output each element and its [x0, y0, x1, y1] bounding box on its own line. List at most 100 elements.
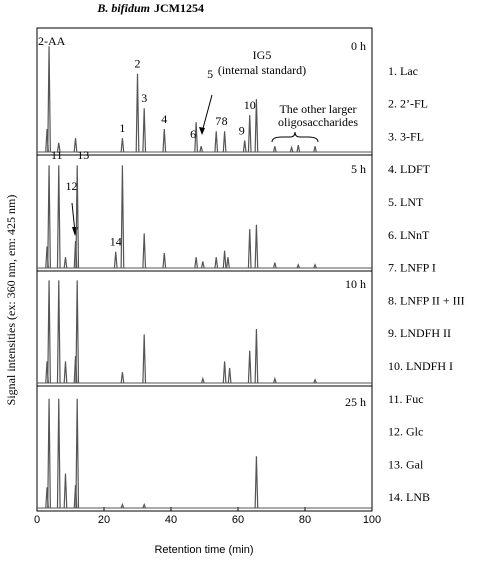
- annotation: (internal standard): [218, 63, 306, 77]
- legend-item: 4. LDFT: [388, 162, 431, 176]
- x-tick-label: 0: [34, 514, 40, 526]
- peak: [272, 376, 277, 384]
- peak: [75, 165, 80, 269]
- peak: [296, 144, 301, 153]
- plot-frame: [36, 27, 373, 512]
- peak-label: 2: [135, 57, 141, 71]
- legend-item: 8. LNFP II + III: [388, 293, 465, 307]
- annotation: The other larger: [279, 102, 356, 116]
- legend-item: 5. LNT: [388, 195, 424, 209]
- peak: [247, 229, 252, 269]
- peak: [47, 280, 51, 384]
- peak: [296, 263, 301, 269]
- legend-item: 7. LNFP I: [388, 261, 436, 275]
- peak: [63, 473, 68, 509]
- annotation: IG5: [253, 48, 272, 62]
- peak: [56, 142, 61, 153]
- peak: [56, 280, 61, 384]
- peak: [254, 456, 259, 509]
- peak: [47, 398, 51, 509]
- peak: [254, 224, 259, 269]
- x-tick-label: 20: [98, 514, 110, 526]
- peak: [247, 350, 252, 384]
- x-tick-label: 40: [165, 514, 177, 526]
- x-axis-label: Retention time (min): [154, 544, 253, 556]
- legend-item: 2. 2’-FL: [388, 97, 428, 111]
- panel-label: 0 h: [351, 39, 366, 53]
- peak-label: 7: [215, 114, 221, 128]
- peak: [227, 367, 232, 384]
- peak: [120, 502, 125, 509]
- peak: [56, 398, 61, 509]
- peak: [194, 122, 199, 153]
- legend-item: 1. Lac: [388, 64, 418, 78]
- title-italic: B. bifidum: [96, 1, 150, 15]
- peak: [214, 257, 219, 269]
- annotation: 2-AA: [38, 34, 66, 48]
- legend-item: 3. 3-FL: [388, 129, 424, 143]
- peak: [113, 251, 118, 269]
- peak: [247, 115, 252, 153]
- y-axis-label: Signal intensities (ex: 360 nm, em: 425 …: [4, 195, 18, 406]
- x-tick-label: 80: [299, 514, 311, 526]
- peak: [56, 165, 61, 269]
- peak: [313, 263, 317, 269]
- peak: [222, 361, 227, 384]
- chart-title: JCM1254: [154, 1, 204, 15]
- peak-label: 10: [244, 98, 256, 112]
- peak: [254, 328, 259, 384]
- panel-label: 25 h: [345, 395, 366, 409]
- peak-label: 11: [51, 148, 63, 162]
- peak: [135, 73, 140, 153]
- panel-label: 10 h: [345, 277, 366, 291]
- panel-label: 5 h: [351, 162, 366, 176]
- peak-label: 13: [77, 148, 89, 162]
- peak: [222, 250, 227, 269]
- peak: [120, 372, 125, 384]
- peak: [214, 131, 219, 153]
- peak-label: 9: [239, 123, 245, 137]
- peak: [75, 398, 80, 509]
- peak: [272, 262, 277, 269]
- peak: [200, 376, 205, 384]
- peak: [313, 146, 317, 153]
- peak: [47, 46, 51, 153]
- arrow: [201, 94, 213, 133]
- peak: [200, 261, 205, 269]
- legend-item: 9. LNDFH II: [388, 326, 451, 340]
- arrowhead: [199, 127, 205, 135]
- legend-item: 13. Gal: [388, 457, 424, 471]
- peak-label: 6: [190, 127, 196, 141]
- annotation: oligosaccharides: [278, 115, 358, 129]
- peak: [142, 334, 147, 384]
- peak-label: 4: [161, 112, 167, 126]
- peak-label: 8: [222, 114, 228, 128]
- peak: [47, 165, 51, 269]
- peak-label: 1: [119, 121, 125, 135]
- peak: [120, 138, 125, 153]
- peak: [73, 138, 78, 153]
- peak-label: 14: [110, 235, 122, 249]
- legend-item: 12. Glc: [388, 425, 423, 439]
- peak: [142, 502, 147, 509]
- peak: [242, 140, 247, 153]
- legend-item: 14. LNB: [388, 490, 430, 504]
- arrowhead: [72, 227, 78, 236]
- x-tick-label: 60: [232, 514, 244, 526]
- peak: [194, 257, 199, 269]
- x-tick-label: 100: [363, 514, 381, 526]
- legend-item: 10. LNDFH I: [388, 359, 453, 373]
- brace: [271, 131, 319, 143]
- peak: [63, 361, 68, 384]
- peak: [120, 165, 125, 269]
- peak-label: 3: [141, 91, 147, 105]
- peak: [162, 128, 167, 153]
- peak: [63, 257, 68, 269]
- peak: [254, 99, 259, 153]
- peak: [142, 108, 147, 153]
- legend-item: 6. LNnT: [388, 228, 430, 242]
- peak: [162, 252, 167, 269]
- peak-label: 12: [66, 179, 78, 193]
- peak: [222, 131, 227, 153]
